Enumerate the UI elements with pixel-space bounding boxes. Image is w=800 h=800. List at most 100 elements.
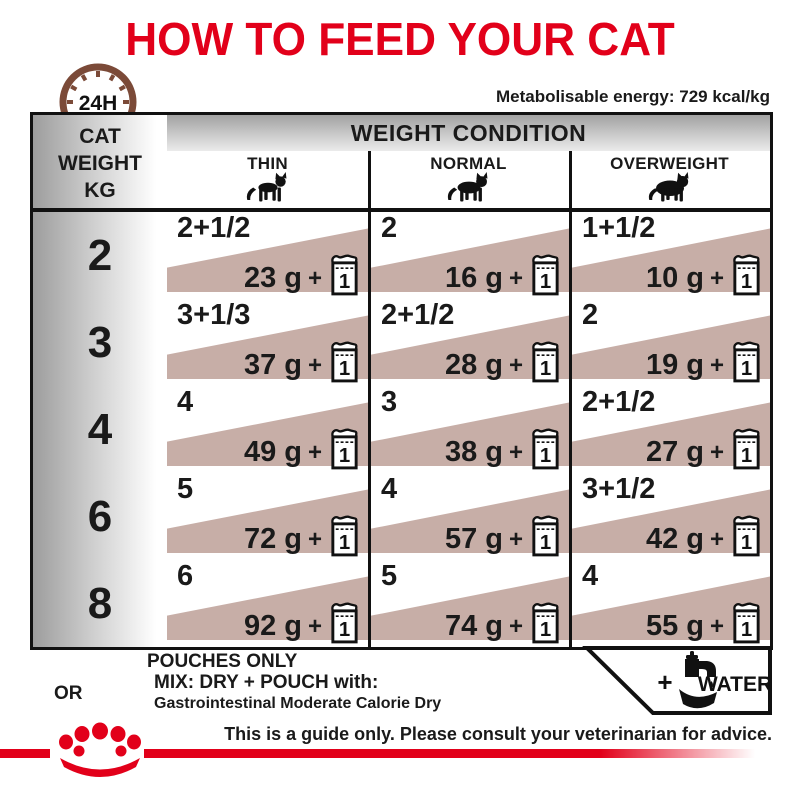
pouch-icon: 1 xyxy=(733,602,760,644)
feed-cell: 4 57 g + 1 xyxy=(371,473,569,560)
dry-grams: 23 g xyxy=(243,262,302,294)
feeding-table: CAT WEIGHT KG WEIGHT CONDITION THIN NORM… xyxy=(30,112,773,650)
mix-amount-row: 38 g + 1 xyxy=(445,426,562,471)
pouch-icon: 1 xyxy=(733,254,760,296)
column-divider xyxy=(569,151,572,647)
dry-grams: 92 g xyxy=(243,610,302,642)
cat-weight-line2: WEIGHT xyxy=(58,152,142,175)
brand-crown-logo xyxy=(46,721,154,784)
legend-mix-panel: MIX: DRY + POUCH with: Gastrointestinal … xyxy=(140,671,645,715)
dry-grams: 57 g xyxy=(444,523,503,555)
column-header-normal: NORMAL xyxy=(368,151,569,209)
pouch-icon: 1 xyxy=(532,254,559,296)
plus-sign: + xyxy=(307,439,322,466)
mix-amount-row: 27 g + 1 xyxy=(646,426,763,471)
weight-condition-band: WEIGHT CONDITION xyxy=(167,115,770,151)
plus-sign: + xyxy=(508,439,523,466)
cat-weight-line3: KG xyxy=(84,179,116,202)
column-header-overweight: OVERWEIGHT xyxy=(569,151,770,209)
mix-amount-row: 72 g + 1 xyxy=(244,513,361,558)
dry-grams: 16 g xyxy=(444,262,503,294)
pouches-only-count: 3+1/2 xyxy=(582,473,656,505)
pouches-only-count: 2 xyxy=(582,299,599,331)
pouch-icon: 1 xyxy=(331,428,358,470)
clock-label: 24H xyxy=(79,92,118,115)
column-header-thin: THIN xyxy=(167,151,368,209)
plus-sign: + xyxy=(307,265,322,292)
feed-cell: 3+1/3 37 g + 1 xyxy=(167,299,368,386)
dry-grams: 19 g xyxy=(645,349,704,381)
mix-amount-row: 92 g + 1 xyxy=(244,600,361,645)
water-panel-outline xyxy=(582,646,772,715)
feed-cell: 5 74 g + 1 xyxy=(371,560,569,647)
cat-weight-header: CAT WEIGHT KG xyxy=(33,123,167,204)
weight-condition-label: WEIGHT CONDITION xyxy=(350,119,587,146)
plus-sign: + xyxy=(709,352,724,379)
mix-amount-row: 16 g + 1 xyxy=(445,252,562,297)
feed-cell: 4 55 g + 1 xyxy=(572,560,770,647)
water-panel: + WATER xyxy=(577,645,775,724)
pouches-only-count: 1+1/2 xyxy=(582,212,656,244)
plus-sign: + xyxy=(508,526,523,553)
plus-sign: + xyxy=(307,613,322,640)
energy-label: Metabolisable energy: 729 kcal/kg xyxy=(495,87,770,106)
pouches-only-count: 2+1/2 xyxy=(582,386,656,418)
feed-cell: 2 16 g + 1 xyxy=(371,212,569,299)
feed-cell: 3+1/2 42 g + 1 xyxy=(572,473,770,560)
cat-weight-value: 6 xyxy=(87,491,113,541)
legend-pouches-only: POUCHES ONLY xyxy=(147,651,298,672)
mix-amount-row: 42 g + 1 xyxy=(646,513,763,558)
pouch-count-text: 1 xyxy=(540,532,551,554)
feed-cell: 2+1/2 28 g + 1 xyxy=(371,299,569,386)
cat-weight-value: 4 xyxy=(87,404,113,454)
dry-grams: 28 g xyxy=(444,349,503,381)
pouches-only-count: 2+1/2 xyxy=(381,299,455,331)
pouches-only-count: 2+1/2 xyxy=(177,212,251,244)
pouch-count-text: 1 xyxy=(339,445,350,467)
pouch-count-text: 1 xyxy=(540,271,551,293)
dry-grams: 10 g xyxy=(645,262,704,294)
pouches-only-count: 4 xyxy=(177,386,194,418)
cat-weight-value: 2 xyxy=(87,230,113,280)
plus-sign: + xyxy=(709,265,724,292)
page-title: HOW TO FEED YOUR CAT xyxy=(125,13,675,65)
dry-grams: 37 g xyxy=(243,349,302,381)
feed-cell: 2 19 g + 1 xyxy=(572,299,770,386)
brand-bar xyxy=(0,749,800,758)
mix-amount-row: 10 g + 1 xyxy=(646,252,763,297)
cat-overweight-icon xyxy=(569,172,770,208)
cat-thin-icon xyxy=(167,172,368,208)
pouches-only-count: 3+1/3 xyxy=(177,299,251,331)
pouch-count-text: 1 xyxy=(540,358,551,380)
plus-sign: + xyxy=(709,526,724,553)
cat-normal-icon xyxy=(368,172,569,208)
water-plus-sign: + xyxy=(657,667,672,697)
mix-amount-row: 55 g + 1 xyxy=(646,600,763,645)
mix-amount-row: 23 g + 1 xyxy=(244,252,361,297)
pouch-icon: 1 xyxy=(532,602,559,644)
cat-weight-value: 8 xyxy=(87,578,113,628)
pouch-count-text: 1 xyxy=(339,271,350,293)
feed-cell: 5 72 g + 1 xyxy=(167,473,368,560)
pouch-icon: 1 xyxy=(733,515,760,557)
pouch-icon: 1 xyxy=(331,515,358,557)
mix-amount-row: 49 g + 1 xyxy=(244,426,361,471)
pouch-count-text: 1 xyxy=(339,619,350,641)
dry-grams: 72 g xyxy=(243,523,302,555)
mix-subtitle: Gastrointestinal Moderate Calorie Dry xyxy=(154,695,442,712)
feed-cell: 2+1/2 23 g + 1 xyxy=(167,212,368,299)
column-divider xyxy=(368,151,371,647)
pouches-only-count: 3 xyxy=(381,386,398,418)
legend-or-label: OR xyxy=(54,683,83,704)
pouch-count-text: 1 xyxy=(741,619,752,641)
pouches-only-count: 6 xyxy=(177,560,194,592)
feed-cell: 3 38 g + 1 xyxy=(371,386,569,473)
pouch-icon: 1 xyxy=(532,428,559,470)
pouch-icon: 1 xyxy=(532,341,559,383)
plus-sign: + xyxy=(709,439,724,466)
pouch-count-text: 1 xyxy=(339,358,350,380)
feed-cell: 1+1/2 10 g + 1 xyxy=(572,212,770,299)
dry-grams: 49 g xyxy=(243,436,302,468)
pouch-icon: 1 xyxy=(733,341,760,383)
